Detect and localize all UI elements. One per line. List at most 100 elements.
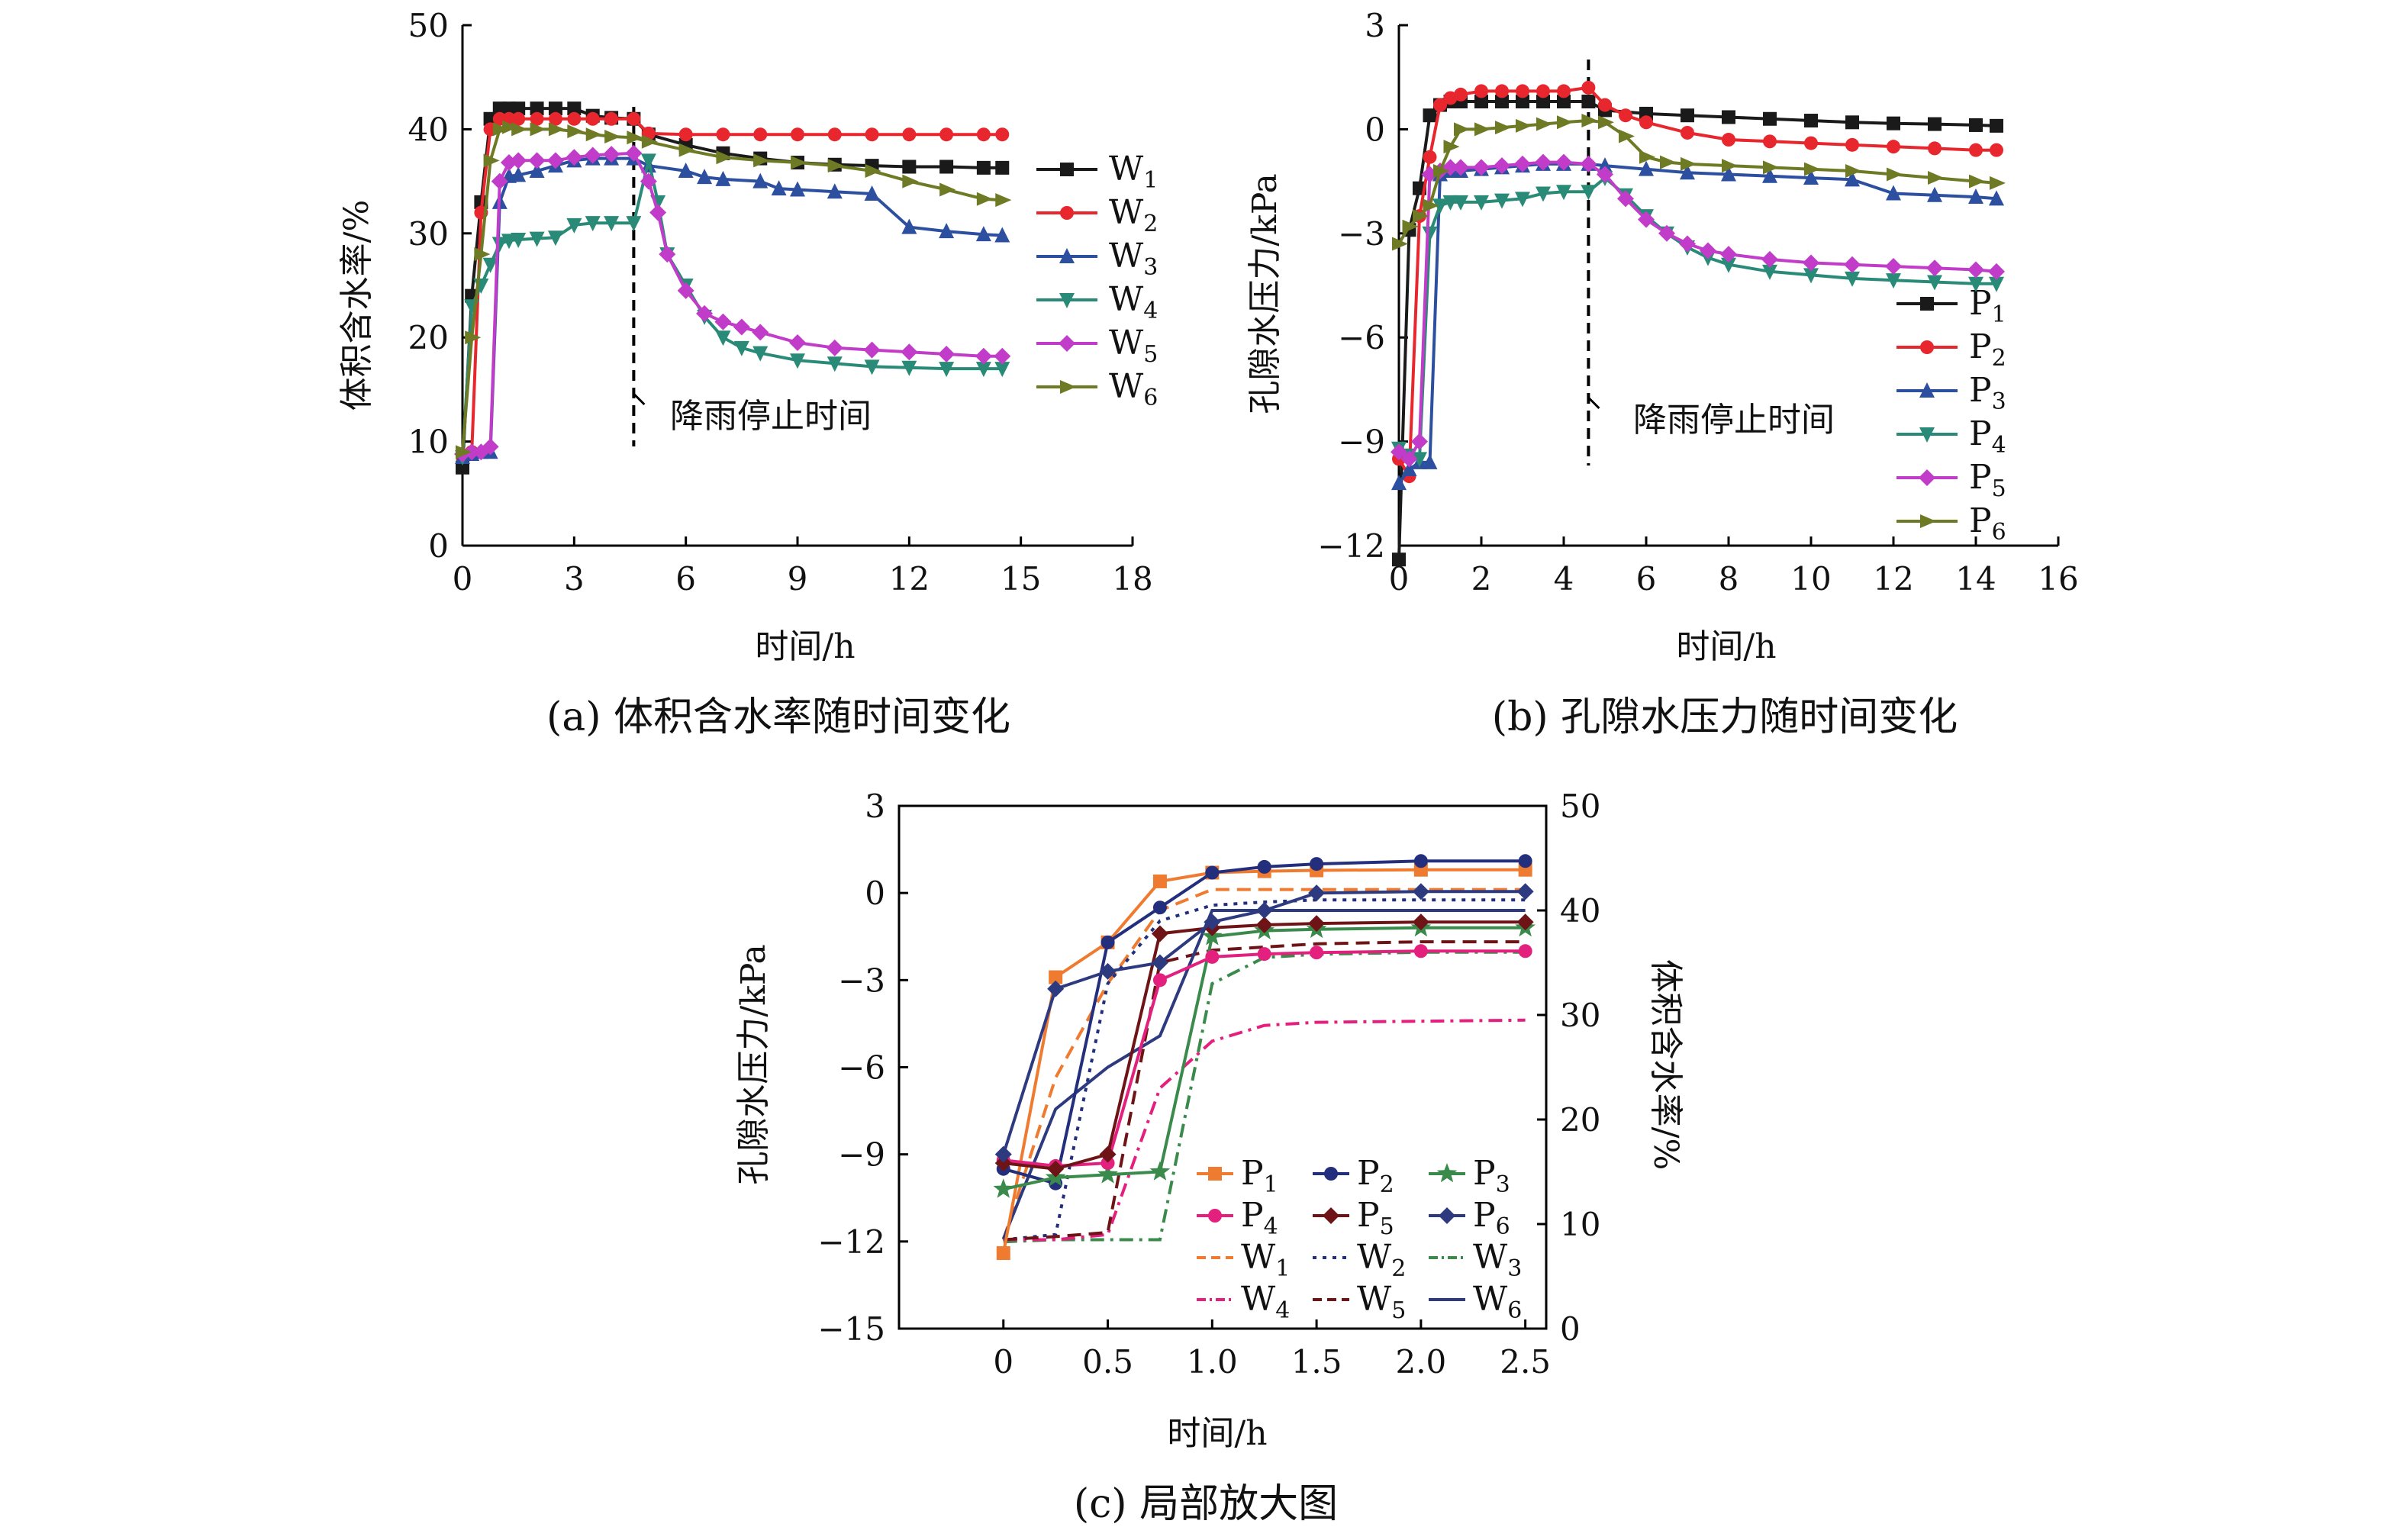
data-point-P1 [1928, 117, 1942, 131]
legend-label-P3-subscript: 3 [1992, 388, 2006, 415]
y-right-tick-label: 0 [1560, 1310, 1581, 1348]
data-point-P1 [1536, 95, 1550, 109]
legend-label-P5: P5 [1357, 1196, 1394, 1240]
data-point-P1 [1495, 95, 1509, 109]
data-point-P2 [1722, 133, 1735, 147]
data-point-P5 [1844, 256, 1861, 273]
panel-a-volumetric-water-content: 体积含水率/% 时间/h (a) 体积含水率随时间变化 0 10 20 30 40 50 0… [337, 7, 1158, 740]
data-point-P1 [1763, 111, 1777, 126]
y-left-tick-label: 0 [865, 875, 885, 912]
data-point-W5 [625, 144, 643, 162]
data-point-P6 [1660, 155, 1676, 169]
legend-marker-P4 [1208, 1209, 1222, 1223]
data-point-W5 [975, 347, 992, 365]
legend-label-P3: P3 [1969, 371, 2006, 415]
legend-marker-P4 [1919, 427, 1935, 443]
legend-label-P4-subscript: 4 [1264, 1213, 1278, 1240]
data-point-W5 [528, 152, 546, 169]
data-point-W4 [501, 234, 517, 250]
legend-label-W1: W1 [1109, 150, 1158, 194]
series-line-W6 [1001, 909, 1526, 1239]
data-point-P3 [1721, 166, 1736, 182]
data-point-W2 [627, 111, 641, 126]
x-tick-label: 6 [675, 560, 696, 598]
legend-label-P1: P1 [1969, 284, 2006, 328]
legend-label-P1-base: P [1969, 284, 1992, 323]
data-point-P5 [1885, 257, 1902, 275]
data-point-W3 [975, 226, 991, 242]
legend-marker-W1 [1060, 163, 1074, 176]
data-point-P6 [1598, 115, 1614, 130]
legend-label-W4: W4 [1241, 1280, 1290, 1324]
data-point-P6 [1255, 902, 1273, 919]
data-point-P5 [1580, 155, 1597, 172]
data-point-W6 [753, 153, 770, 168]
legend-label-W4-subscript: 4 [1143, 298, 1158, 324]
data-point-P4 [1100, 1156, 1115, 1171]
data-point-W5 [649, 204, 667, 221]
data-point-W6 [939, 182, 956, 197]
data-point-W3 [864, 185, 880, 201]
data-point-W5 [696, 304, 714, 322]
legend-label-W5: W5 [1109, 324, 1158, 368]
data-point-P3 [1149, 1161, 1171, 1181]
x-tick-label: 18 [1112, 560, 1152, 598]
data-point-P2 [1454, 87, 1468, 101]
data-point-P6 [1308, 884, 1326, 902]
data-point-P4 [1515, 192, 1530, 208]
legend-marker-P5 [1919, 469, 1935, 486]
data-point-P3 [1391, 475, 1407, 491]
data-point-P6 [1516, 883, 1534, 900]
data-point-P6 [1581, 114, 1598, 128]
data-point-P4 [1845, 271, 1860, 287]
data-point-W5 [901, 343, 918, 361]
data-point-W4 [733, 340, 749, 356]
legend-label-P6: P6 [1473, 1196, 1510, 1240]
data-point-P4 [1152, 973, 1167, 987]
x-tick-label: 6 [1636, 560, 1657, 598]
data-point-P5 [1516, 913, 1534, 931]
data-point-P3 [993, 1178, 1014, 1198]
rain-stop-leader [633, 392, 646, 406]
data-point-P1 [1722, 110, 1735, 124]
data-point-P6 [1969, 174, 1985, 188]
legend-label-P4: P4 [1241, 1196, 1278, 1240]
x-tick-label: 2.5 [1500, 1343, 1551, 1381]
data-point-P3 [1886, 185, 1901, 201]
data-point-P5 [1452, 159, 1469, 176]
data-point-P2 [1474, 84, 1488, 98]
legend-marker-P5 [1323, 1207, 1339, 1224]
x-tick-label: 9 [788, 560, 808, 598]
data-point-P5 [1555, 153, 1572, 171]
legend-label-P6-base: P [1473, 1196, 1496, 1235]
data-point-W3 [771, 180, 787, 196]
data-point-P2 [1928, 141, 1942, 156]
data-point-P2 [1205, 865, 1220, 880]
data-point-W5 [463, 443, 481, 461]
data-point-P6 [1722, 159, 1738, 173]
data-point-W2 [678, 127, 693, 142]
legend-label-W3-subscript: 3 [1143, 254, 1158, 281]
data-point-P5 [1597, 166, 1613, 183]
data-point-P4 [1432, 198, 1448, 214]
legend-label-P5: P5 [1969, 458, 2006, 502]
legend-label-W5-base: W [1109, 324, 1144, 362]
data-point-P3 [1927, 186, 1942, 202]
legend-label-W3-subscript: 3 [1507, 1255, 1522, 1282]
data-point-W2 [827, 127, 842, 142]
data-point-P4 [1205, 949, 1220, 964]
data-point-W5 [826, 339, 843, 356]
data-point-P4 [1556, 185, 1571, 201]
legend-label-P6-subscript: 6 [1496, 1213, 1510, 1240]
data-point-P1 [1804, 114, 1818, 128]
data-point-P5 [1494, 157, 1510, 175]
data-point-W5 [733, 318, 750, 336]
y-tick-label: 30 [408, 215, 449, 253]
data-point-P1 [1969, 118, 1983, 132]
data-point-P4 [1453, 195, 1468, 211]
x-tick-label: 8 [1719, 560, 1739, 598]
data-point-P1 [1681, 108, 1694, 123]
x-tick-label: 0.5 [1082, 1343, 1133, 1381]
data-point-W6 [627, 130, 643, 145]
data-point-P5 [1400, 450, 1418, 468]
